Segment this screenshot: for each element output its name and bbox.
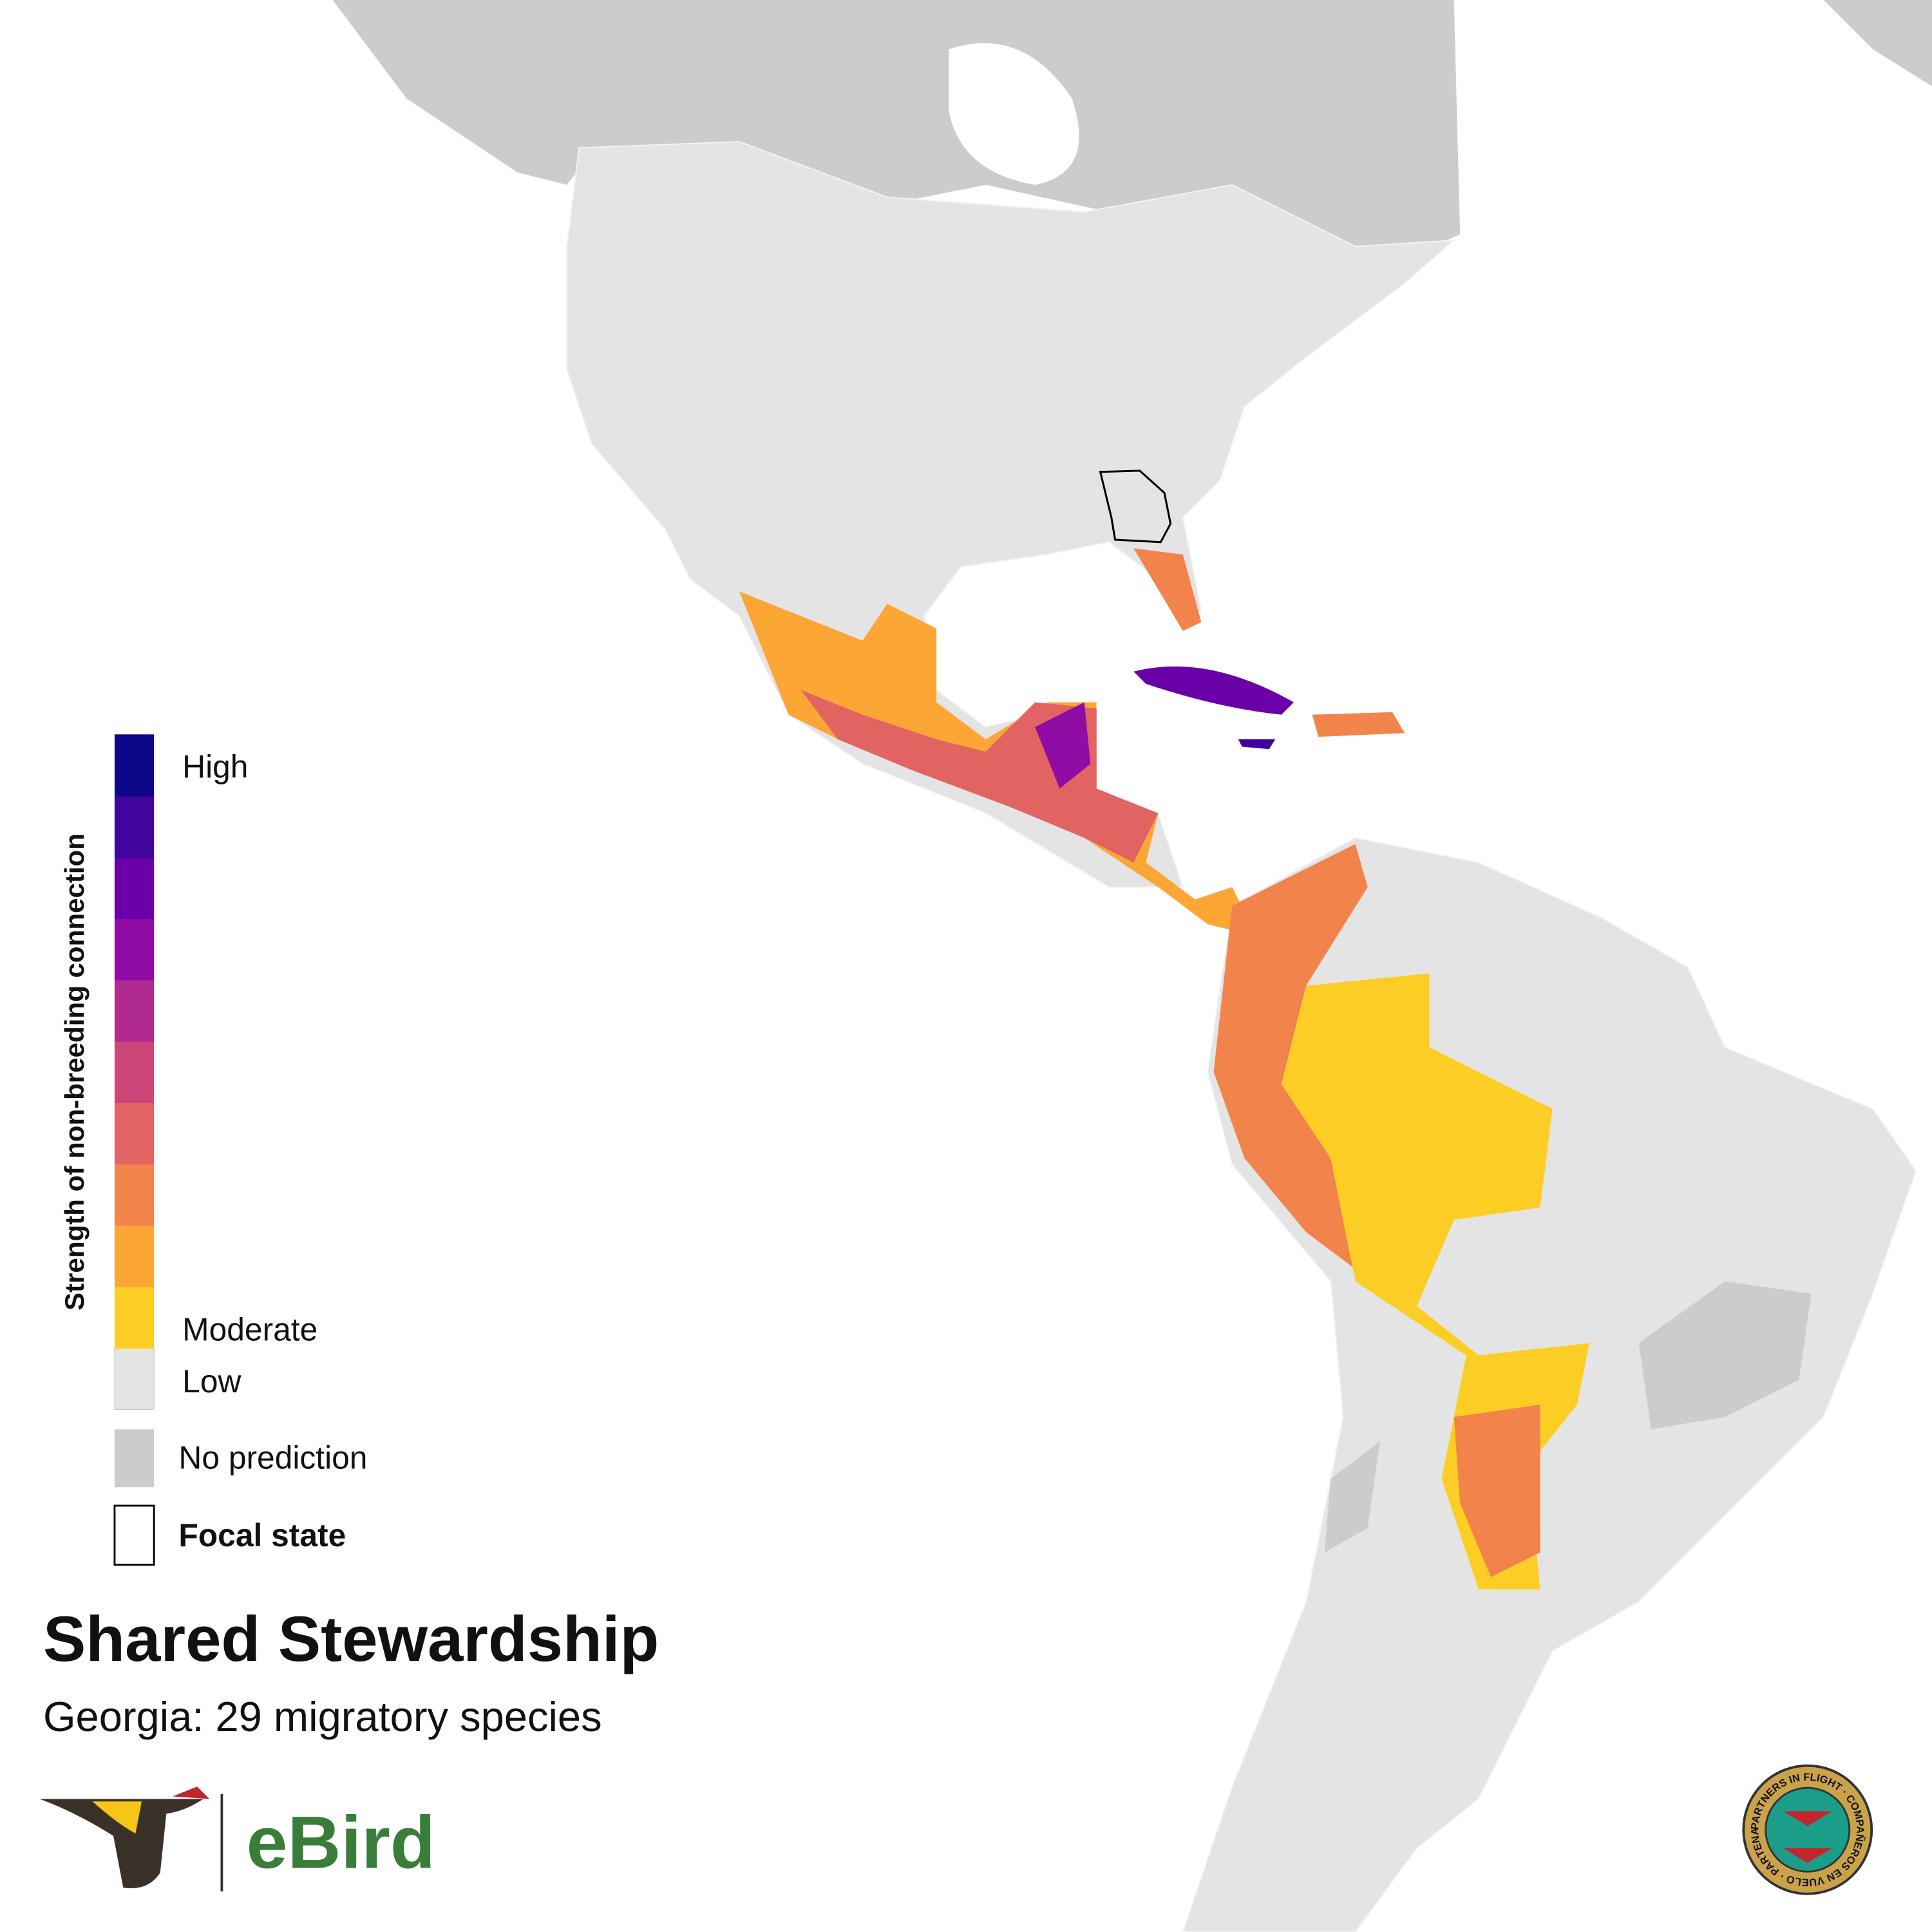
ebird-wordmark: eBird xyxy=(247,1802,435,1884)
no-prediction-land xyxy=(1324,1441,1380,1553)
legend-swatch-low xyxy=(114,1347,155,1410)
logo-bird xyxy=(39,1799,204,1889)
connection-area xyxy=(1133,666,1294,715)
legend-swatch-no-prediction xyxy=(114,1429,155,1488)
focal-state-swatch xyxy=(113,1504,155,1566)
logo-bird xyxy=(92,1801,142,1833)
legend-label: Low xyxy=(182,1363,242,1399)
focal-state-outline xyxy=(1099,469,1172,544)
legend-swatch xyxy=(114,734,155,797)
legend-label: High xyxy=(182,748,248,784)
logo-bird xyxy=(172,1786,210,1799)
legend-swatch xyxy=(114,795,155,858)
legend-label: No prediction xyxy=(178,1440,367,1476)
subtitle: Georgia: 29 migratory species xyxy=(43,1693,602,1740)
connection-area xyxy=(1213,844,1368,1269)
legend-title: Strength of non-breeding connection xyxy=(59,833,90,1311)
legend-swatch xyxy=(114,1286,155,1349)
ebird-logo: eBird xyxy=(39,1786,435,1891)
legend-swatch xyxy=(114,918,155,981)
connection-area xyxy=(1035,702,1091,789)
legend-label: Focal state xyxy=(178,1517,346,1553)
no-prediction-land xyxy=(1823,0,1932,86)
connection-area xyxy=(1238,739,1276,750)
pif-birds xyxy=(1783,1811,1833,1863)
legend: Strength of non-breeding connection High… xyxy=(59,734,367,1566)
connection-area xyxy=(1133,548,1202,631)
connection-area xyxy=(1454,1405,1540,1577)
legend-swatch xyxy=(114,1102,155,1165)
no-prediction-land xyxy=(332,0,1461,284)
legend-swatch xyxy=(114,1164,155,1226)
legend-swatch xyxy=(114,1225,155,1287)
legend-swatch xyxy=(114,857,155,920)
hudson-bay xyxy=(949,43,1079,185)
connection-area xyxy=(1312,712,1405,737)
title: Shared Stewardship xyxy=(43,1604,659,1675)
legend-label: Moderate xyxy=(182,1312,317,1348)
no-prediction-land xyxy=(1638,1281,1812,1430)
legend-swatch xyxy=(114,1041,155,1103)
legend-swatch xyxy=(114,980,155,1042)
pif-center xyxy=(1765,1786,1851,1873)
